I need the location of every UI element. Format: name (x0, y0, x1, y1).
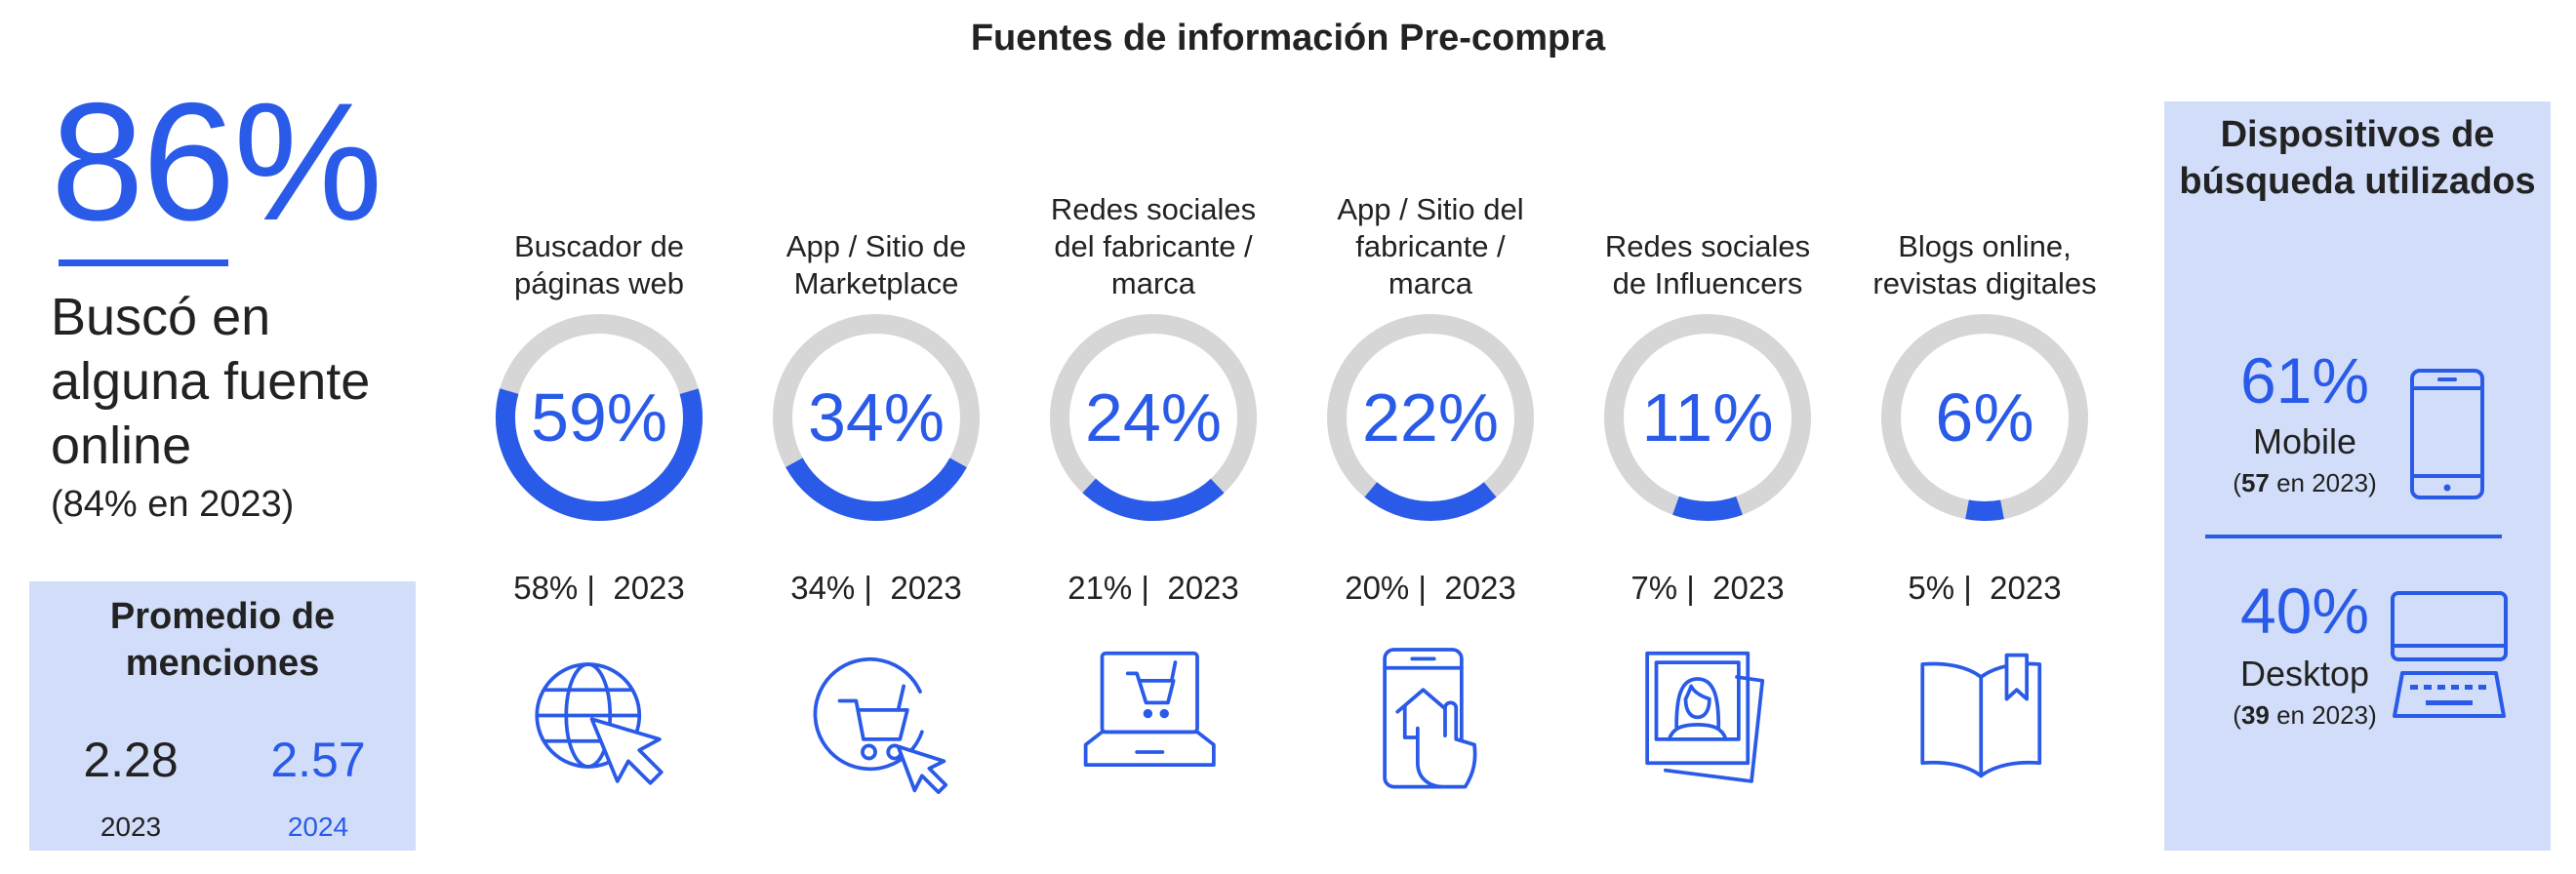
online-search-previous: (84% en 2023) (51, 484, 295, 525)
source-previous-year: 21% | 2023 (1067, 570, 1239, 606)
source-label-line: Blogs online, (1898, 229, 2072, 263)
desktop-previous: (39 en 2023) (2233, 700, 2377, 730)
source-label-line: fabricante / (1355, 229, 1506, 263)
source-label: Redes sociales de Influencers (1569, 185, 1846, 302)
source-card: Redes sociales de Influencers 11% 7% | 2023 (1569, 185, 1846, 858)
source-label-line: Redes sociales (1604, 229, 1811, 263)
source-label-line: App / Sitio de (785, 229, 967, 263)
desktop-percent: 40% (2239, 575, 2370, 647)
desktop-previous-value: 39 (2240, 700, 2270, 730)
source-donut (1050, 314, 1257, 521)
donut-segment (496, 314, 703, 521)
source-percent: 22% (1361, 379, 1500, 456)
source-donut (1881, 314, 2088, 521)
devices-divider (2205, 535, 2502, 538)
source-donut (1604, 314, 1811, 521)
source-label-line: Buscador de (513, 229, 685, 263)
source-label-line: App / Sitio del (1337, 192, 1524, 226)
source-label-line: marca (1388, 266, 1473, 300)
source-previous-year: 20% | 2023 (1345, 570, 1516, 606)
donut-segment (1604, 314, 1811, 521)
average-mentions-2023-year: 2023 (100, 812, 162, 842)
online-search-description: Buscó en alguna fuente online (51, 288, 371, 475)
desktop-previous-suffix: en 2023) (2269, 700, 2377, 730)
source-percent: 11% (1641, 379, 1774, 456)
source-donut (1327, 314, 1534, 521)
source-label: Buscador de páginas web (461, 185, 738, 302)
average-mentions-2024-year: 2024 (287, 812, 349, 842)
mobile-previous-value: 57 (2240, 468, 2270, 497)
donut-segment (1881, 314, 2088, 521)
globe-cursor-icon (535, 662, 664, 785)
mobile-percent: 61% (2239, 344, 2370, 417)
source-card: App / Sitio del fabricante / marca 22% 20% |… (1292, 185, 1569, 858)
source-card: Redes sociales del fabricante / marca 24% 21… (1015, 185, 1292, 858)
source-label: Blogs online, revistas digitales (1846, 185, 2123, 302)
source-percent: 24% (1084, 379, 1223, 456)
source-previous-year: 5% | 2023 (1908, 570, 2062, 606)
source-label-line: revistas digitales (1872, 266, 2097, 300)
source-donut (773, 314, 980, 521)
phone-touch-icon (1383, 648, 1477, 789)
source-label-line: Redes sociales (1050, 192, 1257, 226)
source-card: App / Sitio de Marketplace 34% 34% | 2023 (738, 185, 1015, 858)
source-percent: 59% (530, 379, 668, 456)
source-previous-year: 34% | 2023 (790, 570, 962, 606)
laptop-cart-icon (1083, 651, 1216, 767)
average-mentions-title: Promedio de menciones (109, 596, 336, 684)
book-bookmark-icon (1920, 653, 2042, 778)
source-label-line: marca (1110, 266, 1196, 300)
devices-title: Dispositivos de búsqueda utilizados (2179, 114, 2536, 202)
source-donut (496, 314, 703, 521)
source-percent: 6% (1935, 379, 2034, 456)
average-mentions-2023-value: 2.28 (83, 733, 179, 787)
desktop-computer-icon (2391, 591, 2508, 718)
online-search-percent: 86% (51, 68, 382, 256)
devices-panel (2164, 101, 2551, 851)
mobile-previous: (57 en 2023) (2233, 468, 2377, 497)
influencer-photo-icon (1645, 651, 1765, 783)
mobile-previous-suffix: en 2023) (2269, 468, 2377, 497)
donut-segment (773, 314, 980, 521)
source-label: App / Sitio del fabricante / marca (1292, 185, 1569, 302)
source-previous-year: 58% | 2023 (513, 570, 685, 606)
source-previous-year: 7% | 2023 (1630, 570, 1785, 606)
average-mentions-2024-value: 2.57 (270, 733, 366, 787)
source-card: Buscador de páginas web 59% 58% | 2023 (461, 185, 738, 858)
chart-title: Fuentes de información Pre-compra (970, 18, 1606, 59)
source-label: App / Sitio de Marketplace (738, 185, 1015, 302)
desktop-label: Desktop (2239, 654, 2370, 694)
source-label: Redes sociales del fabricante / marca (1015, 185, 1292, 302)
average-mentions-panel (29, 581, 416, 851)
source-label-line: Marketplace (793, 266, 959, 300)
source-label-line: páginas web (513, 266, 685, 300)
source-percent: 34% (807, 379, 946, 456)
summary-underline (59, 259, 228, 266)
source-label-line: de Influencers (1612, 266, 1803, 300)
smartphone-icon (2410, 369, 2484, 499)
source-label-line: del fabricante / (1054, 229, 1253, 263)
cart-cursor-icon (813, 656, 948, 795)
mobile-label: Mobile (2252, 421, 2357, 461)
source-card: Blogs online, revistas digitales 6% 5% | 20… (1846, 185, 2123, 858)
